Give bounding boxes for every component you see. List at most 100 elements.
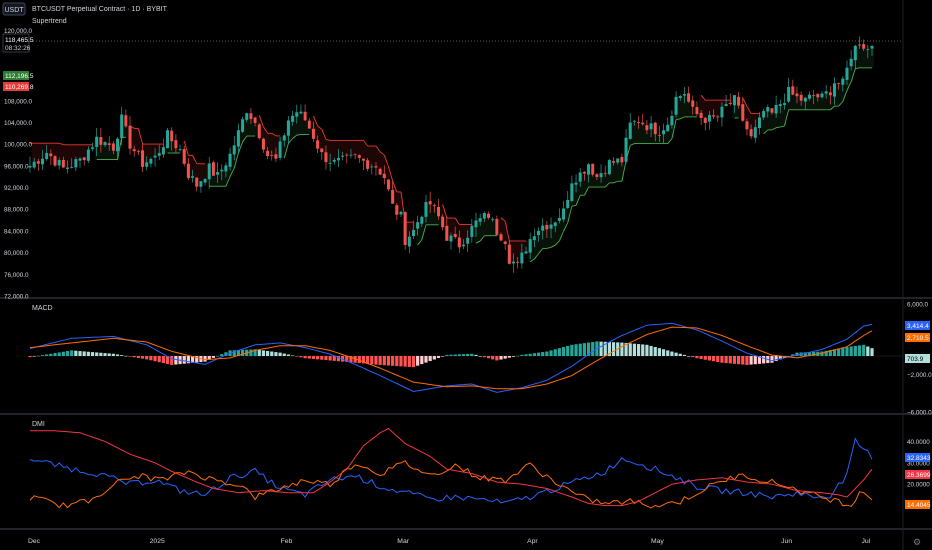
supertrend-segment <box>838 101 844 107</box>
macd-hist-bar <box>220 354 224 356</box>
currency-button-label[interactable]: USDT <box>4 7 24 14</box>
macd-hist-bar <box>737 356 741 365</box>
candle-body <box>70 167 74 168</box>
macd-hist-bar <box>278 352 282 356</box>
macd-hist-bar <box>153 356 157 362</box>
candle-body <box>436 206 440 217</box>
supertrend-fill <box>761 111 766 134</box>
macd-hist-bar <box>40 355 45 356</box>
macd-title[interactable]: MACD <box>32 305 53 312</box>
supertrend-segment <box>700 94 706 101</box>
supertrend-fill <box>636 122 641 144</box>
candle-body <box>670 115 674 126</box>
supertrend-fill <box>361 140 366 161</box>
supertrend-segment <box>742 97 748 107</box>
macd-hist-bar <box>215 356 220 357</box>
candle-body <box>49 153 53 157</box>
macd-hist-bar <box>136 356 140 358</box>
supertrend-fill <box>686 101 691 117</box>
macd-hist-bar <box>203 356 207 362</box>
candle-body <box>453 233 457 238</box>
macd-hist-bar <box>862 344 866 356</box>
candle-body <box>86 149 90 161</box>
candle-body <box>712 115 716 117</box>
candle-body <box>512 261 516 264</box>
candle-body <box>170 130 174 142</box>
supertrend-fill <box>428 204 433 225</box>
candle-body <box>662 130 666 135</box>
candle-body <box>366 160 370 169</box>
macd-hist-bar <box>190 356 195 363</box>
macd-hist-bar <box>132 356 136 358</box>
currency-button[interactable] <box>2 2 26 16</box>
macd-hist-bar <box>661 349 666 356</box>
candle-body <box>370 166 374 168</box>
macd-hist-bar <box>186 356 190 364</box>
supertrend-segment <box>237 141 244 154</box>
supertrend-fill <box>244 113 249 137</box>
macd-hist-bar <box>657 348 662 356</box>
supertrend-segment <box>583 186 589 196</box>
candle-body <box>132 149 136 152</box>
dmi-title[interactable]: DMI <box>32 421 45 428</box>
macd-hist-bar <box>124 355 128 357</box>
time-tick-label: Jul <box>861 538 870 545</box>
candle-body <box>707 114 711 122</box>
macd-hist-bar <box>478 356 482 357</box>
gear-icon[interactable]: ⚙ <box>913 537 921 547</box>
price-axis[interactable]: 108,000.0 104,000.0 100,000.0 96,000.0 92,00… <box>4 28 33 301</box>
macd-hist-bar <box>449 354 453 356</box>
candle-body <box>628 122 632 139</box>
supertrend-fill <box>328 140 333 164</box>
supertrend-fill <box>132 128 137 152</box>
macd-hist-bar <box>541 352 545 356</box>
candle-body <box>666 124 670 132</box>
dmi-pane[interactable] <box>29 428 873 509</box>
candle-body <box>428 201 432 205</box>
macd-pane[interactable] <box>28 322 903 393</box>
price-tick-label: 104,000.0 <box>4 120 33 127</box>
candle-body <box>278 141 282 158</box>
signal-value-badge <box>905 333 930 342</box>
macd-hist-bar <box>70 350 74 356</box>
time-tick-label: May <box>651 538 664 545</box>
candle-body <box>807 94 811 99</box>
macd-hist-bar <box>307 356 311 359</box>
supertrend-fill <box>36 143 41 164</box>
macd-hist-bar <box>291 355 295 357</box>
supertrend-fill <box>269 133 274 156</box>
macd-hist-bar <box>712 356 716 362</box>
candle-body <box>620 157 624 163</box>
price-pane[interactable] <box>28 36 904 273</box>
candle-body <box>432 205 436 207</box>
macd-hist-bar <box>282 353 286 356</box>
supertrend-fill <box>73 144 78 160</box>
candle-body <box>345 154 349 156</box>
candle-body <box>766 107 770 112</box>
time-axis[interactable]: Dec 2025 Feb Mar Apr May Jun Jul <box>28 538 871 545</box>
supertrend-fill <box>640 124 645 144</box>
supertrend-segment <box>846 81 852 91</box>
macd-hist-bar <box>574 344 578 356</box>
supertrend-fill <box>553 222 558 246</box>
indicator-label-supertrend[interactable]: Supertrend <box>32 18 67 25</box>
supertrend-badge <box>3 71 29 80</box>
supertrend-segment <box>417 239 423 246</box>
supertrend-segment <box>621 160 627 182</box>
time-tick-label: 2025 <box>150 538 165 545</box>
candle-body <box>524 251 528 254</box>
supertrend-fill <box>111 150 116 160</box>
macd-hist-bar <box>336 356 341 362</box>
supertrend-fill <box>369 146 374 167</box>
macd-hist-bar <box>36 355 40 357</box>
macd-hist-bar <box>95 352 99 356</box>
dmi-minus-line <box>29 460 873 509</box>
candle-body <box>386 179 390 190</box>
macd-hist-bar <box>582 343 586 356</box>
supertrend-segment <box>575 195 581 206</box>
candle-body <box>678 96 682 98</box>
macd-hist-bar <box>624 342 628 356</box>
supertrend-segment <box>242 135 248 143</box>
macd-value: 3,414.4 <box>907 323 929 330</box>
